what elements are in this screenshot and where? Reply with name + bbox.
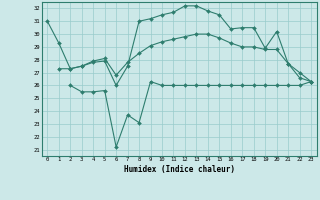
X-axis label: Humidex (Indice chaleur): Humidex (Indice chaleur): [124, 165, 235, 174]
